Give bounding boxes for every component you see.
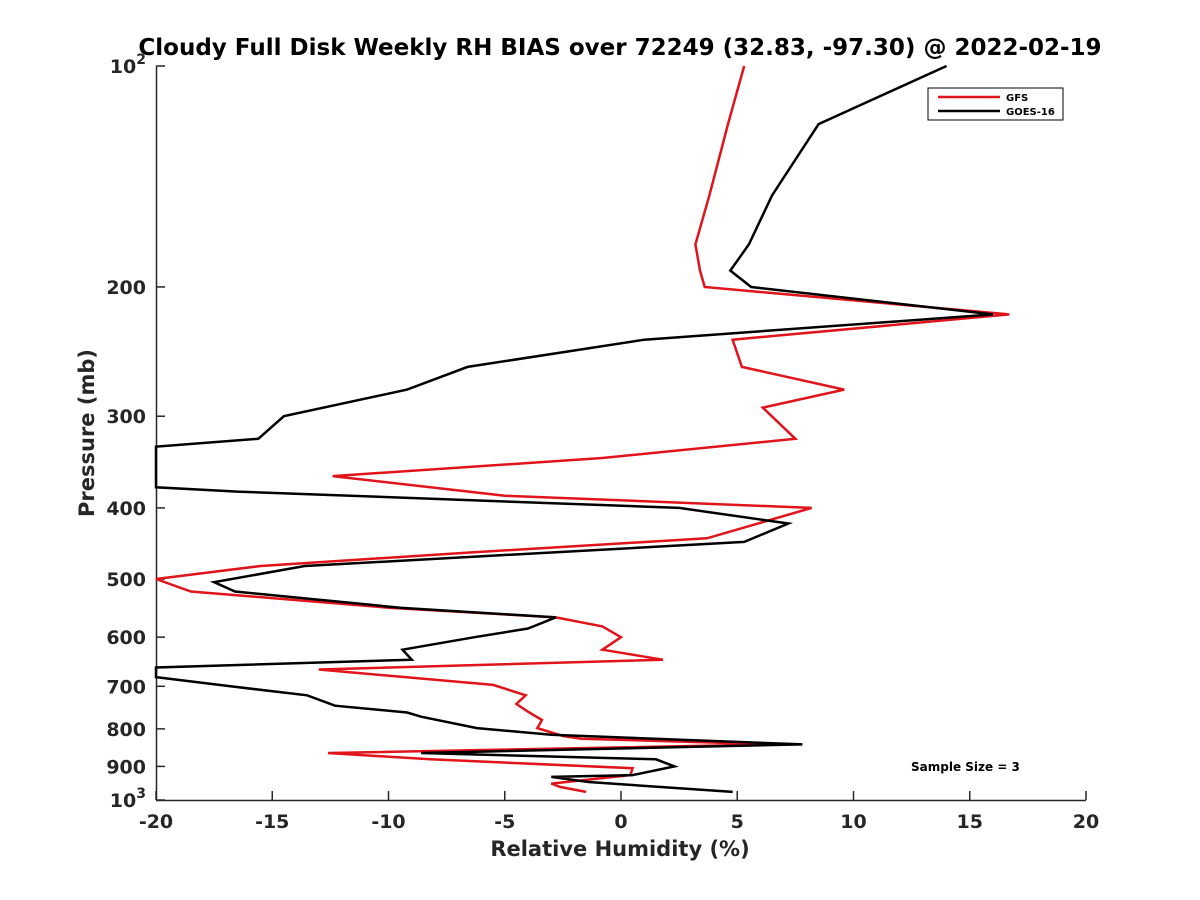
x-axis-label: Relative Humidity (%) (490, 837, 749, 861)
y-tick-label: 200 (106, 277, 146, 299)
x-tick-label: 15 (957, 811, 983, 833)
series-line-goes-16 (154, 64, 994, 794)
y-tick-label: 600 (106, 627, 146, 649)
y-tick-exponent: 2 (136, 52, 146, 68)
series-line-gfs (155, 65, 1010, 794)
y-tick-exponent: 3 (136, 786, 146, 802)
x-tick-label: 0 (614, 811, 627, 833)
y-tick-label: 700 (106, 676, 146, 698)
legend: GFS GOES-16 (927, 87, 1064, 121)
y-tick-label: 300 (106, 406, 146, 428)
y-tick-label: 400 (106, 498, 146, 520)
y-tick-base: 10 (110, 790, 136, 812)
x-tick-label: -5 (494, 811, 515, 833)
legend-label-gfs: GFS (1006, 93, 1028, 104)
legend-label-goes16: GOES-16 (1006, 107, 1055, 118)
plot-axes (155, 66, 1086, 802)
y-tick-base: 10 (110, 56, 136, 78)
y-tick-label: 103 (110, 786, 146, 812)
x-tick-label: 5 (731, 811, 744, 833)
y-tick-label: 900 (106, 756, 146, 778)
legend-box (927, 87, 1064, 121)
x-tick-label: 20 (1073, 811, 1099, 833)
chart-title: Cloudy Full Disk Weekly RH BIAS over 722… (138, 35, 1101, 61)
x-tick-label: -20 (139, 811, 173, 833)
sample-size-annotation: Sample Size = 3 (911, 760, 1020, 774)
x-ticks: -20 -15 -10 -5 0 5 10 15 20 (139, 791, 1099, 833)
y-tick-label: 800 (106, 719, 146, 741)
x-tick-label: -10 (371, 811, 405, 833)
x-tick-label: 10 (840, 811, 866, 833)
y-tick-label: 102 (110, 52, 146, 78)
y-axis-label: Pressure (mb) (75, 349, 99, 517)
y-tick-label: 500 (106, 569, 146, 591)
x-tick-label: -15 (255, 811, 289, 833)
series-layer (154, 64, 1010, 794)
